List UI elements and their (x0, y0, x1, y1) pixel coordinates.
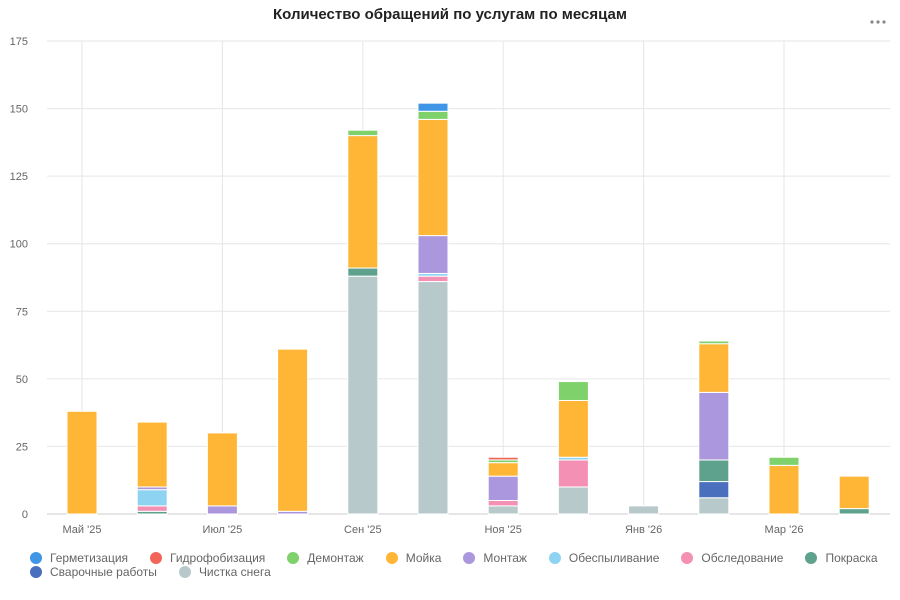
bar-segment[interactable] (347, 275, 379, 515)
y-tick-label: 75 (16, 306, 28, 318)
y-tick-label: 50 (16, 374, 28, 386)
bar-segment[interactable] (206, 505, 238, 515)
bar-segment[interactable] (487, 456, 519, 461)
bar-segment[interactable] (698, 497, 730, 515)
legend-swatch (681, 552, 694, 564)
y-tick-label: 0 (22, 509, 28, 521)
bar-segment[interactable] (417, 235, 449, 274)
bar-segment[interactable] (136, 421, 168, 488)
y-tick-label: 125 (10, 171, 28, 183)
bar-segment[interactable] (347, 135, 379, 269)
bar-segment[interactable] (557, 459, 589, 488)
more-horizontal-icon (870, 20, 886, 24)
bar-segment[interactable] (698, 391, 730, 461)
bar-segment[interactable] (136, 489, 168, 507)
y-tick-label: 175 (10, 36, 28, 48)
legend-label: Чистка снега (198, 565, 271, 579)
bar-segment[interactable] (768, 456, 800, 466)
bar-segment[interactable] (417, 110, 449, 120)
legend-label: Демонтаж (307, 551, 364, 565)
legend-label: Обеспыливание (568, 551, 660, 565)
bar-segment[interactable] (417, 281, 449, 515)
bar-segment[interactable] (277, 348, 309, 512)
bar-segment[interactable] (487, 499, 519, 507)
bar-segment[interactable] (487, 462, 519, 477)
legend-label: Монтаж (483, 551, 527, 565)
bar-segment[interactable] (417, 102, 449, 112)
chart-title: Количество обращений по услугам по месяц… (273, 6, 627, 23)
legend-item[interactable]: Чистка снега (178, 565, 271, 579)
legend-label: Сварочные работы (50, 565, 157, 579)
bar-segment[interactable] (838, 475, 870, 510)
bar-segment[interactable] (487, 505, 519, 515)
legend-item[interactable]: Мойка (385, 551, 442, 565)
bar-segment[interactable] (628, 505, 660, 515)
bar-segment[interactable] (698, 340, 730, 345)
y-tick-label: 25 (16, 441, 28, 453)
bar-segment[interactable] (698, 459, 730, 483)
legend-swatch (805, 552, 818, 564)
legend-swatch (30, 552, 42, 564)
legend-item[interactable]: Демонтаж (287, 551, 364, 565)
x-tick-label: Ноя '25 (484, 524, 521, 536)
chart-menu-button[interactable] (866, 12, 890, 32)
x-tick-label: Сен '25 (344, 524, 382, 536)
bar-segment[interactable] (698, 481, 730, 499)
legend-item[interactable]: Обследование (681, 551, 783, 565)
bar-segment[interactable] (347, 129, 379, 137)
bar-segment[interactable] (136, 505, 168, 512)
bar-segment[interactable] (347, 267, 379, 277)
legend-label: Покраска (825, 551, 878, 565)
bar-segment[interactable] (838, 508, 870, 515)
x-tick-label: Май '25 (63, 524, 102, 536)
bar-segment[interactable] (206, 432, 238, 507)
legend-item[interactable]: Обеспыливание (548, 551, 660, 565)
x-tick-label: Июл '25 (203, 524, 243, 536)
legend-item[interactable]: Сварочные работы (30, 565, 157, 579)
legend-swatch (30, 566, 42, 578)
legend-swatch (178, 566, 191, 578)
legend-swatch (385, 552, 398, 564)
legend-swatch (287, 552, 300, 564)
legend-label: Гидрофобизация (170, 551, 266, 565)
legend-item[interactable]: Покраска (805, 551, 878, 565)
x-tick-label: Янв '26 (625, 524, 662, 536)
bar-segment[interactable] (557, 399, 589, 458)
legend-label: Герметизация (50, 551, 129, 565)
y-tick-label: 150 (10, 104, 28, 116)
bar-segment[interactable] (557, 486, 589, 515)
legend-swatch (548, 552, 561, 564)
legend-item[interactable]: Монтаж (463, 551, 527, 565)
legend-label: Обследование (701, 551, 784, 565)
bar-segment[interactable] (698, 343, 730, 393)
bar-segment[interactable] (557, 381, 589, 401)
legend-swatch (150, 552, 163, 564)
chart-plot: 0 25 50 75 100 125 150 175 Май '25 Июл '25 Сен '25… (10, 36, 890, 536)
legend-label: Мойка (405, 551, 442, 565)
chart-legend: Герметизация Гидрофобизация Демонтаж Мойка М… (30, 551, 890, 579)
bar-segment[interactable] (487, 475, 519, 501)
legend-item[interactable]: Герметизация (30, 551, 128, 565)
legend-item[interactable]: Гидрофобизация (150, 551, 265, 565)
bar-segment[interactable] (768, 464, 800, 515)
legend-swatch (463, 552, 476, 564)
bar-segment[interactable] (66, 410, 98, 515)
bar-segment[interactable] (417, 118, 449, 237)
bar-segment[interactable] (417, 275, 449, 283)
x-tick-label: Мар '26 (765, 524, 804, 536)
y-tick-label: 100 (10, 239, 28, 251)
